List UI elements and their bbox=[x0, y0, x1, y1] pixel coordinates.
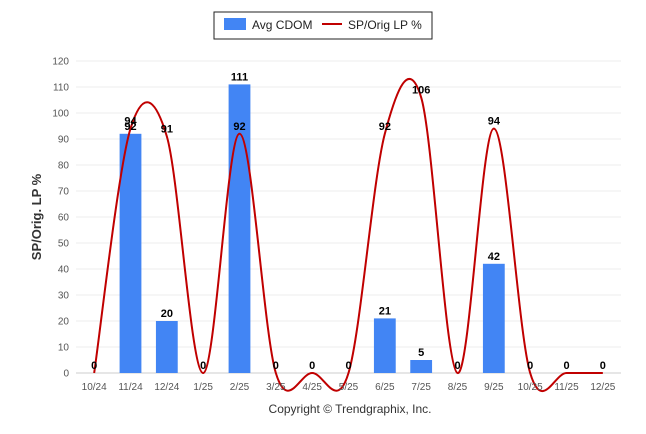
legend: Avg CDOM SP/Orig LP % bbox=[213, 11, 433, 40]
line-data-label: 106 bbox=[412, 84, 430, 96]
x-tick-label: 10/25 bbox=[518, 382, 543, 393]
x-axis-ticks: 10/24 11/24 12/24 1/25 2/25 3/25 4/25 5/25 6/25 7… bbox=[82, 382, 616, 393]
bar bbox=[228, 84, 251, 374]
bar bbox=[119, 133, 142, 373]
data-label: 0 bbox=[454, 360, 460, 372]
line-data-label: 94 bbox=[488, 116, 501, 128]
bar bbox=[410, 360, 433, 373]
y-tick-label: 80 bbox=[58, 161, 70, 172]
x-tick-label: 12/24 bbox=[154, 382, 179, 393]
y-axis-ticks: 0 10 20 30 40 50 60 70 80 90 100 110 120 bbox=[52, 57, 69, 380]
y-axis-label: SP/Orig. LP % bbox=[29, 173, 44, 260]
line-data-label: 91 bbox=[161, 123, 173, 135]
x-tick-label: 8/25 bbox=[448, 382, 468, 393]
x-tick-label: 11/24 bbox=[118, 382, 143, 393]
bar-data-label: 20 bbox=[161, 308, 173, 320]
data-label: 0 bbox=[600, 360, 606, 372]
bar-data-label: 5 bbox=[418, 347, 424, 359]
bar bbox=[482, 263, 505, 373]
y-tick-label: 20 bbox=[58, 317, 70, 328]
y-tick-label: 110 bbox=[53, 83, 69, 94]
y-tick-label: 90 bbox=[58, 135, 70, 146]
data-label: 0 bbox=[309, 360, 315, 372]
line-data-label: 94 bbox=[124, 116, 137, 128]
x-tick-label: 4/25 bbox=[302, 382, 322, 393]
data-label: 0 bbox=[345, 360, 351, 372]
x-tick-label: 2/25 bbox=[230, 382, 250, 393]
x-tick-label: 12/25 bbox=[590, 382, 615, 393]
bar-data-label: 42 bbox=[488, 251, 500, 263]
line-series-sp-orig bbox=[93, 77, 603, 392]
bar-data-label: 92 bbox=[124, 121, 136, 133]
y-tick-label: 60 bbox=[58, 213, 70, 224]
bar bbox=[373, 318, 396, 373]
x-tick-label: 9/25 bbox=[484, 382, 504, 393]
copyright-text: Copyright © Trendgraphix, Inc. bbox=[269, 402, 432, 416]
x-tick-label: 10/24 bbox=[82, 382, 107, 393]
bar-data-label: 111 bbox=[231, 71, 248, 83]
bar bbox=[155, 321, 178, 373]
y-tick-label: 0 bbox=[63, 369, 69, 380]
line-data-label: 92 bbox=[379, 121, 391, 133]
y-tick-label: 10 bbox=[58, 343, 70, 354]
x-tick-label: 7/25 bbox=[411, 382, 431, 393]
x-tick-label: 11/25 bbox=[554, 382, 579, 393]
legend-label-sp-orig: SP/Orig LP % bbox=[348, 18, 422, 32]
data-label: 0 bbox=[563, 360, 569, 372]
bar-series bbox=[119, 84, 505, 374]
data-label: 0 bbox=[91, 360, 97, 372]
data-label: 0 bbox=[200, 360, 206, 372]
y-tick-label: 120 bbox=[52, 57, 69, 68]
y-tick-label: 70 bbox=[58, 187, 70, 198]
y-tick-label: 40 bbox=[58, 265, 70, 276]
y-tick-label: 50 bbox=[58, 239, 70, 250]
data-label: 0 bbox=[273, 360, 279, 372]
line-data-label: 92 bbox=[233, 121, 245, 133]
y-tick-label: 30 bbox=[58, 291, 70, 302]
x-tick-label: 5/25 bbox=[339, 382, 359, 393]
data-label: 0 bbox=[527, 360, 533, 372]
legend-label-avg-cdom: Avg CDOM bbox=[252, 18, 312, 32]
bar-data-label: 21 bbox=[379, 305, 391, 317]
legend-swatch-avg-cdom bbox=[224, 18, 246, 30]
x-tick-label: 6/25 bbox=[375, 382, 395, 393]
y-tick-label: 100 bbox=[52, 109, 69, 120]
x-tick-label: 1/25 bbox=[193, 382, 213, 393]
x-tick-label: 3/25 bbox=[266, 382, 286, 393]
legend-box bbox=[213, 11, 433, 40]
